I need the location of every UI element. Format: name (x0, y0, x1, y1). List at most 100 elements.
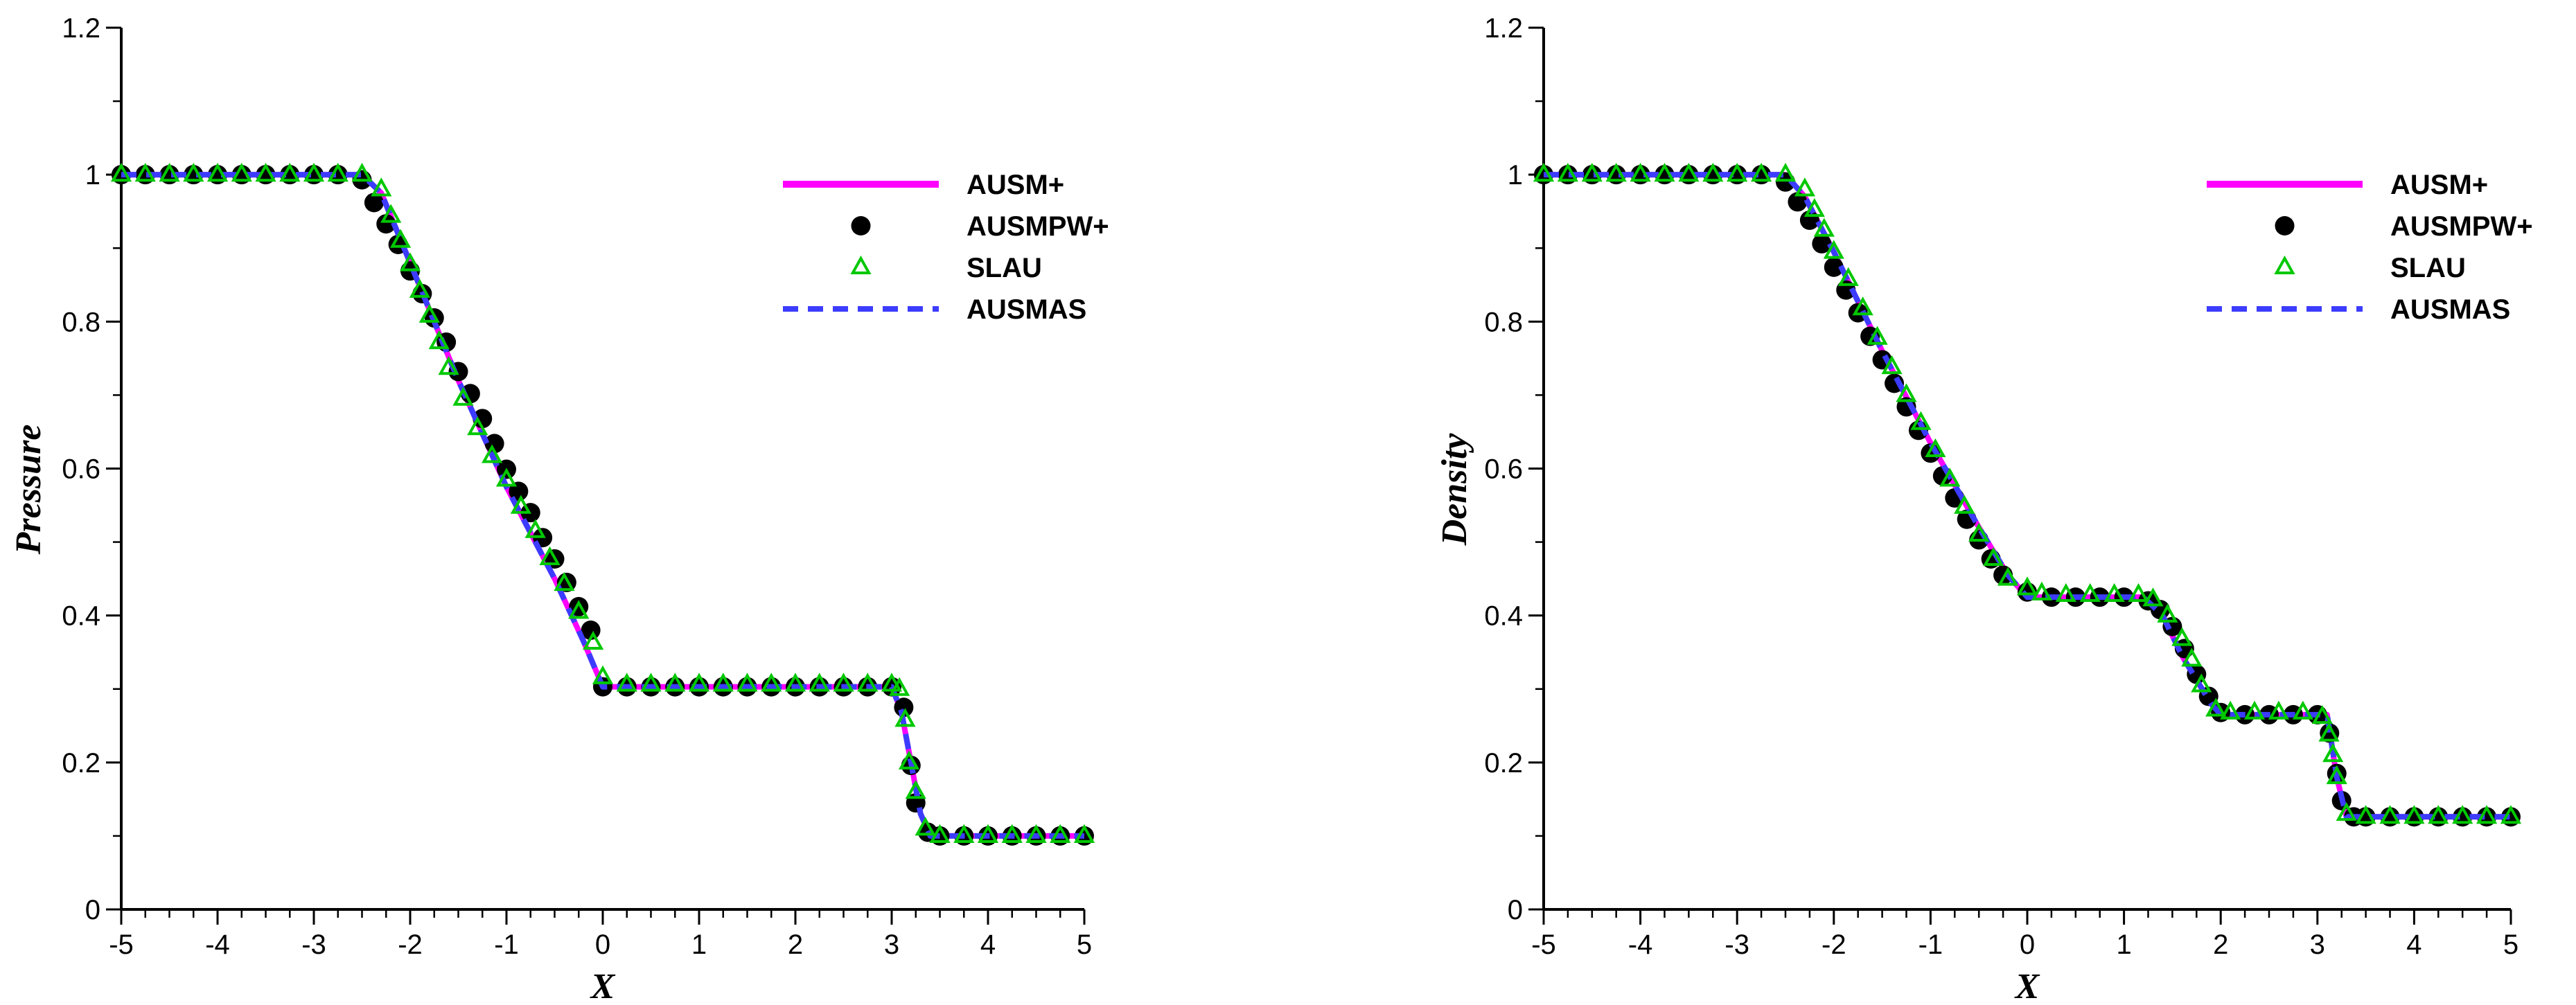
x-tick-label: -2 (398, 930, 423, 960)
ausmpw-plus-point (460, 384, 480, 404)
slau-point (688, 673, 710, 692)
x-tick-label: 2 (2213, 930, 2228, 960)
legend-label: AUSM+ (967, 170, 1064, 200)
slau-point (418, 303, 440, 323)
slau-point (2016, 576, 2038, 596)
slau-point (2128, 582, 2149, 603)
slau-point (1813, 217, 1835, 237)
slau-point (303, 163, 325, 182)
slau-point (1001, 824, 1023, 843)
y-tick-label: 0.6 (1484, 454, 1523, 485)
slau-point (2322, 743, 2344, 763)
slau-point (915, 817, 936, 836)
slau-point (1968, 522, 1990, 542)
ausmpw-plus-point (1824, 257, 1844, 277)
slau-point (881, 673, 903, 692)
slau-point (1557, 163, 1578, 182)
slau-point (1803, 197, 1825, 217)
x-tick-label: -4 (205, 930, 230, 960)
slau-point (327, 163, 349, 182)
series-line-ausm-plus (1544, 172, 2511, 820)
ausmpw-plus-point (473, 409, 493, 429)
pressure-chart: -5 -4 -3 -2 -1 0 1 2 3 4 5 0 0.2 0.4 0.6 0.8 1 1.2 X Pressu… (9, 13, 1109, 1005)
x-tick-label: 2 (788, 930, 803, 960)
slau-point (2500, 805, 2522, 824)
legend-label: SLAU (967, 253, 1042, 283)
slau-point (428, 330, 450, 350)
slau-point (438, 356, 459, 375)
slau-point (2031, 581, 2053, 601)
slau-point (1910, 411, 1932, 430)
x-tick-label: -3 (301, 930, 326, 960)
slau-point (898, 750, 920, 770)
slau-point (2428, 805, 2449, 824)
slau-point (1050, 824, 1071, 843)
slau-point (1997, 567, 2019, 586)
ausmpw-plus-point (1799, 210, 1819, 230)
slau-point (159, 163, 180, 182)
x-tick-label: 3 (2310, 930, 2325, 960)
legend-label: AUSMPW+ (967, 211, 1109, 242)
x-tick-label: -1 (494, 930, 519, 960)
slau-point (399, 252, 421, 272)
legend-swatch-triangle (850, 255, 872, 275)
x-tick-label: 5 (2503, 930, 2518, 960)
slau-point (380, 204, 402, 223)
series-line-ausmas (1544, 172, 2511, 820)
legend-label: AUSMAS (2390, 294, 2510, 325)
slau-point (1702, 163, 1724, 182)
slau-point (2268, 700, 2290, 720)
ausmpw-plus-point (484, 434, 504, 454)
y-tick-label: 0.4 (62, 601, 100, 632)
series-line-ausm-plus (121, 172, 1084, 839)
slau-point (953, 824, 975, 843)
slau-point (568, 600, 590, 619)
slau-point (857, 673, 879, 692)
density-chart: -5 -4 -3 -2 -1 0 1 2 3 4 5 0 0.2 0.4 0.6 0.8 1 1.2 X Densit… (1435, 13, 2533, 1005)
slau-point (2079, 582, 2101, 603)
slau-point (231, 163, 252, 182)
slau-point (495, 468, 518, 487)
ausmpw-plus-point (1788, 192, 1808, 212)
slau-point (1073, 824, 1095, 843)
slau-point (1605, 163, 1627, 182)
slau-point (371, 177, 392, 197)
slau-point (2355, 805, 2376, 824)
x-tick-label: 0 (2020, 930, 2035, 960)
slau-point (712, 673, 734, 692)
x-tick-label: 4 (980, 930, 996, 960)
legend-swatch-circle (851, 216, 871, 235)
ausmpw-plus-point (581, 620, 601, 640)
slau-point (2055, 582, 2076, 603)
slau-point (2220, 700, 2241, 720)
slau-point (2103, 582, 2125, 603)
legend-label: SLAU (2390, 253, 2466, 283)
slau-point (894, 708, 916, 727)
slau-point (784, 673, 806, 692)
ausmpw-plus-point (1812, 233, 1832, 254)
slau-point (761, 673, 782, 692)
slau-point (2292, 700, 2313, 720)
x-axis-title: X (590, 967, 616, 1005)
x-tick-label: 1 (691, 930, 707, 960)
slau-point (1654, 163, 1675, 182)
slau-point (1823, 240, 1844, 259)
x-tick-label: 5 (1077, 930, 1092, 960)
slau-point (664, 673, 686, 692)
y-tick-label: 1.2 (62, 13, 100, 44)
y-axis-title: Density (1435, 433, 1474, 546)
slau-point (2452, 805, 2473, 824)
y-tick-label: 1 (85, 160, 100, 190)
slau-point (1025, 824, 1047, 843)
slau-point (905, 780, 926, 799)
slau-point (467, 416, 488, 436)
slau-point (1983, 546, 2004, 567)
slau-point (1533, 163, 1555, 182)
slau-point (482, 444, 503, 463)
x-tick-label: 3 (884, 930, 899, 960)
slau-point (929, 824, 951, 843)
slau-point (409, 278, 430, 298)
slau-point (889, 677, 910, 696)
slau-point (2476, 805, 2498, 824)
slau-point (1881, 355, 1903, 375)
